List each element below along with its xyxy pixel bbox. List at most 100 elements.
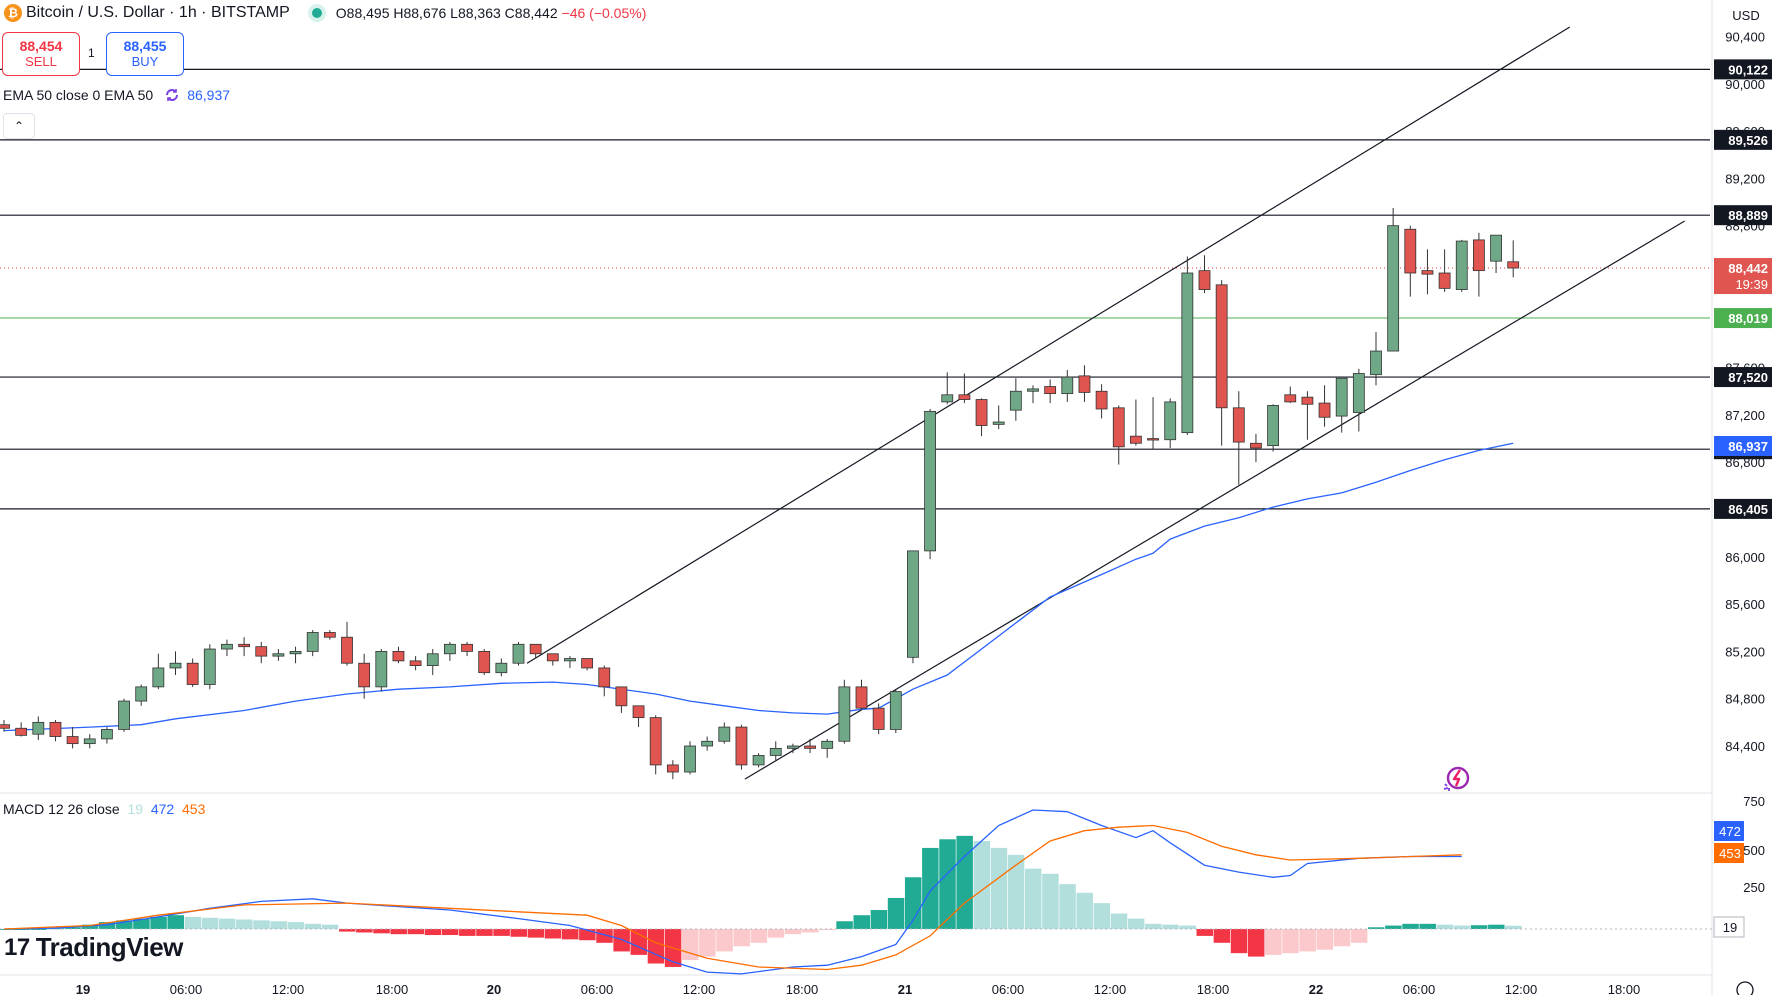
time-tick-label: 18:00 bbox=[1197, 982, 1230, 995]
macd-hist-bar bbox=[544, 929, 562, 939]
candle-body bbox=[461, 643, 473, 652]
price-tick-label: 87,200 bbox=[1725, 408, 1765, 423]
macd-hist-bar bbox=[1299, 929, 1316, 952]
macd-hist-bar bbox=[236, 919, 253, 929]
macd-hist-bar bbox=[476, 929, 493, 936]
candle-body bbox=[512, 643, 525, 664]
candle-body bbox=[718, 726, 731, 742]
level-axis-label: 89,526 bbox=[1728, 133, 1768, 148]
price-tick-label: 89,200 bbox=[1725, 171, 1765, 186]
candle-body bbox=[1250, 442, 1262, 449]
macd-hist-bar bbox=[1282, 929, 1299, 954]
macd-hist-bar bbox=[750, 929, 768, 943]
macd-hist-bar bbox=[1419, 923, 1436, 929]
candle-body bbox=[1232, 407, 1245, 443]
last-price-axis-label: 88,442 bbox=[1728, 261, 1768, 276]
macd-hist-bar bbox=[1230, 929, 1248, 954]
macd-hist-bar bbox=[30, 929, 47, 930]
macd-legend[interactable]: MACD 12 26 close 19 472 453 bbox=[3, 801, 205, 817]
symbol-header: ₿ Bitcoin / U.S. Dollar · 1h · BITSTAMP … bbox=[0, 0, 646, 26]
macd-tick-label: 750 bbox=[1743, 794, 1765, 809]
candle-body bbox=[1438, 272, 1451, 289]
macd-hist-bar bbox=[1059, 884, 1076, 929]
macd-hist-bar bbox=[733, 929, 750, 947]
time-tick-label: 20 bbox=[487, 982, 501, 995]
candle-body bbox=[787, 745, 799, 749]
candle-body bbox=[907, 550, 919, 658]
level-axis-label-box bbox=[1714, 205, 1772, 226]
candle-body bbox=[546, 653, 559, 662]
symbol-title[interactable]: Bitcoin / U.S. Dollar · 1h · BITSTAMP bbox=[26, 4, 290, 21]
macd-hist-bar bbox=[1179, 925, 1196, 929]
sell-label: SELL bbox=[25, 54, 57, 69]
price-tick-label: 84,400 bbox=[1725, 739, 1765, 754]
price-tick-label: 90,400 bbox=[1725, 30, 1765, 45]
price-tick-label: 84,800 bbox=[1725, 692, 1765, 707]
macd-hist-bar bbox=[596, 929, 613, 943]
macd-hist-bar bbox=[1247, 929, 1265, 957]
candle-body bbox=[581, 658, 593, 669]
candle-body bbox=[958, 394, 971, 400]
currency-selector[interactable]: USD bbox=[1732, 7, 1760, 23]
sell-button[interactable]: 88,454 SELL bbox=[2, 32, 80, 76]
green-level-axis-label: 88,019 bbox=[1728, 311, 1768, 326]
candle-body bbox=[289, 651, 302, 655]
magic-lightning-icon[interactable] bbox=[1440, 762, 1474, 796]
macd-hist-bar bbox=[304, 923, 322, 929]
ohlc-values: O88,495 H88,676 L88,363 C88,442 −46 (−0.… bbox=[336, 5, 647, 21]
candle-body bbox=[872, 707, 885, 730]
candle-body bbox=[1164, 401, 1177, 441]
ohlc-text: O88,495 H88,676 L88,363 C88,442 bbox=[335, 5, 558, 21]
candle-body bbox=[1267, 405, 1279, 447]
macd-hist-bar bbox=[819, 929, 836, 930]
macd-tick-label: 250 bbox=[1743, 880, 1765, 895]
macd-hist-bar bbox=[1470, 925, 1488, 929]
ema-axis-label: 86,937 bbox=[1728, 439, 1768, 454]
macd-hist-bar bbox=[802, 929, 819, 933]
candle-body bbox=[1130, 435, 1142, 444]
macd-hist-bar bbox=[287, 922, 305, 929]
collapse-legend-button[interactable]: ⌃ bbox=[3, 113, 35, 139]
macd-hist-bar bbox=[270, 921, 287, 929]
ema-legend[interactable]: EMA 50 close 0 EMA 50 86,937 bbox=[3, 86, 230, 104]
ema-legend-value: 86,937 bbox=[187, 87, 231, 103]
candle-body bbox=[1009, 390, 1022, 411]
spread-value: 1 bbox=[88, 46, 95, 60]
macd-hist-bar bbox=[1265, 929, 1282, 955]
macd-hist-bar bbox=[887, 897, 905, 929]
tradingview-logo[interactable]: 17 TradingView bbox=[4, 932, 183, 963]
macd-hist-bar bbox=[459, 929, 476, 936]
macd-hist-bar bbox=[1453, 925, 1471, 929]
tradingview-wordmark: TradingView bbox=[35, 932, 184, 962]
candle-body bbox=[838, 686, 851, 742]
macd-hist-bar bbox=[922, 847, 939, 929]
candle-body bbox=[1473, 239, 1485, 272]
sell-price: 88,454 bbox=[19, 38, 63, 54]
candle-body bbox=[529, 643, 542, 655]
candle-body bbox=[495, 662, 508, 674]
macd-hist-bar bbox=[1368, 927, 1385, 929]
macd-hist-bar bbox=[1488, 924, 1505, 929]
candle-body bbox=[1318, 402, 1331, 418]
candle-body bbox=[1370, 350, 1382, 376]
macd-hist-bar bbox=[1093, 903, 1111, 929]
macd-hist-bar bbox=[1007, 854, 1025, 929]
tradingview-mark-icon: 17 bbox=[4, 933, 30, 961]
level-axis-label: 87,520 bbox=[1728, 370, 1768, 385]
macd-value: 472 bbox=[150, 801, 175, 817]
macd-signal-value: 453 bbox=[182, 801, 206, 817]
main-pane bbox=[0, 26, 1710, 780]
macd-hist-bar bbox=[184, 916, 202, 929]
macd-legend-label: MACD 12 26 close bbox=[3, 801, 120, 817]
candle-body bbox=[1387, 225, 1400, 352]
macd-hist-bar bbox=[390, 929, 407, 935]
buy-button[interactable]: 88,455 BUY bbox=[106, 32, 184, 76]
macd-hist-bar bbox=[1196, 929, 1213, 936]
macd-hist-bar bbox=[116, 920, 133, 929]
candle-body bbox=[1404, 228, 1417, 274]
macd-hist-bar bbox=[1042, 873, 1059, 929]
candle-body bbox=[684, 745, 696, 773]
level-axis-label-box bbox=[1714, 59, 1772, 80]
macd-hist-bar bbox=[836, 921, 853, 929]
